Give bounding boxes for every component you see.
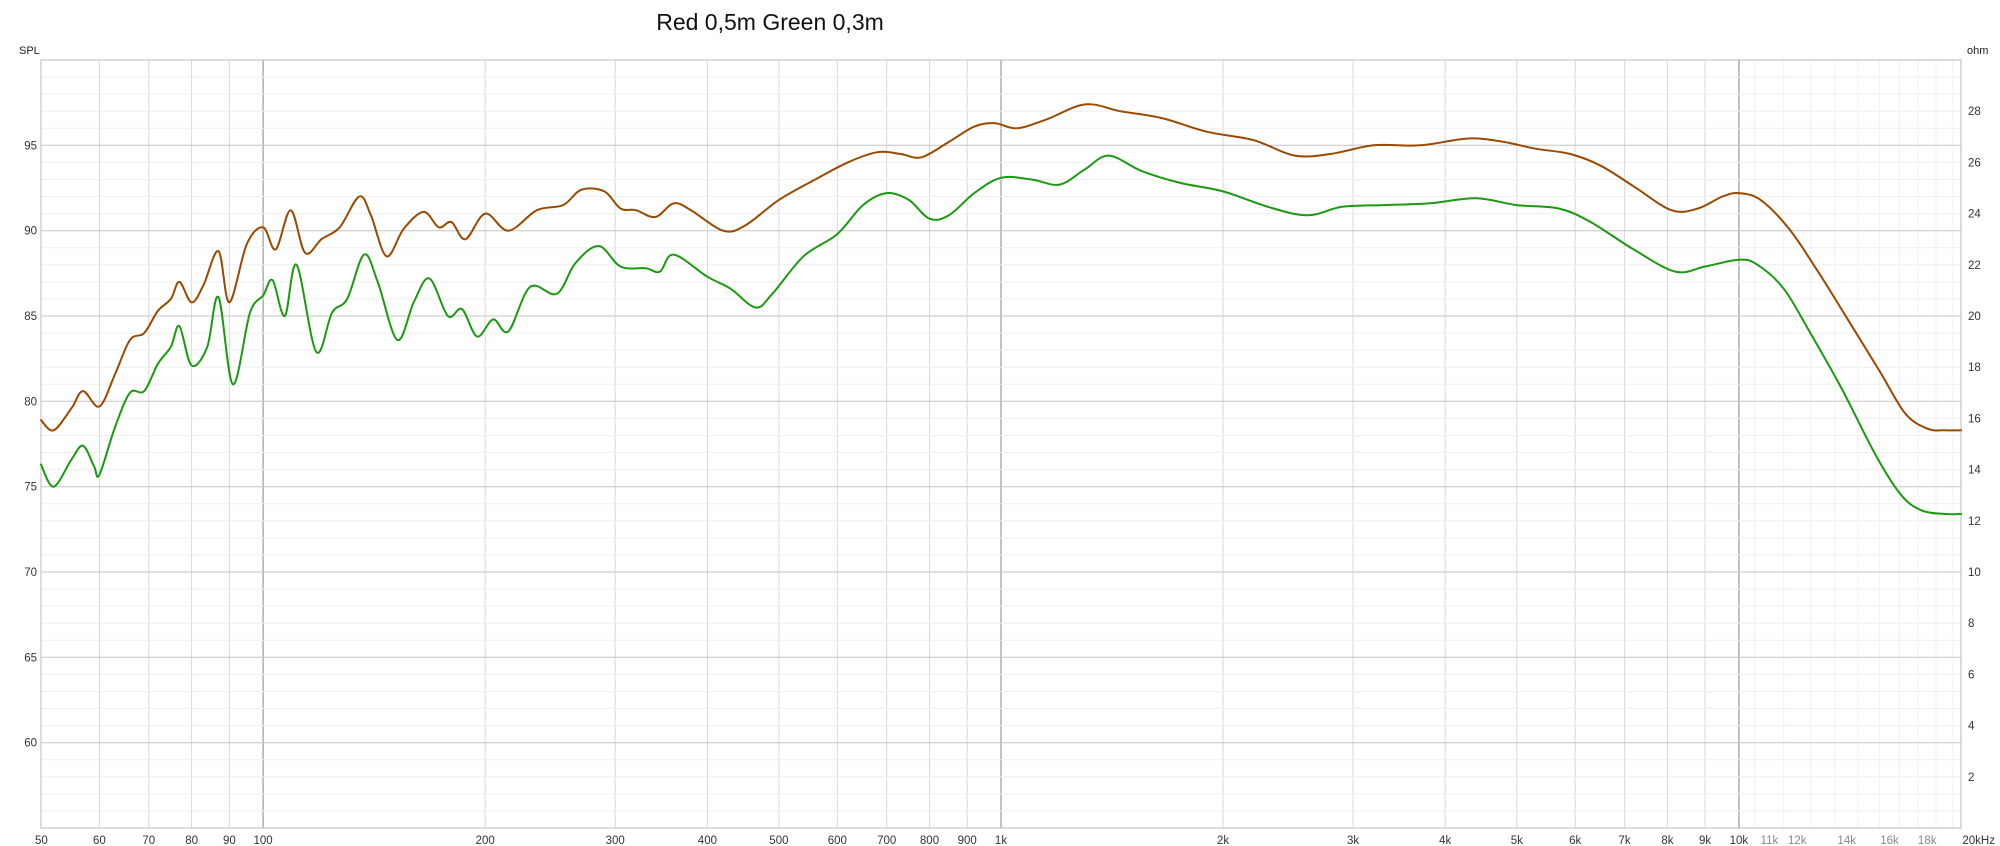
x-tick-label: 2k bbox=[1217, 835, 1229, 846]
y2-tick-label: 18 bbox=[1968, 362, 1981, 374]
y2-tick-label: 16 bbox=[1968, 413, 1981, 425]
y2-tick-label: 22 bbox=[1968, 260, 1981, 272]
grid bbox=[40, 59, 1962, 829]
x-tick-label: 12k bbox=[1788, 835, 1807, 846]
y2-tick-label: 4 bbox=[1968, 721, 1975, 733]
x-tick-label: 7k bbox=[1619, 835, 1631, 846]
y-tick-label: 70 bbox=[24, 567, 37, 579]
x-tick-label: 500 bbox=[769, 835, 788, 846]
series-line-red bbox=[40, 103, 1962, 432]
x-tick-label: 90 bbox=[223, 835, 236, 846]
x-tick-label: 18k bbox=[1918, 835, 1937, 846]
x-tick-label: 900 bbox=[958, 835, 977, 846]
x-tick-label: 800 bbox=[920, 835, 939, 846]
y2-tick-label: 24 bbox=[1968, 209, 1981, 221]
y2-tick-label: 12 bbox=[1968, 516, 1981, 528]
x-tick-label: 70 bbox=[142, 835, 155, 846]
y-axis-label: SPL bbox=[19, 45, 40, 57]
axis-ticks: 6065707580859095246810121416182022242628… bbox=[24, 106, 1995, 846]
x-tick-label: 3k bbox=[1347, 835, 1359, 846]
x-tick-label: 10k bbox=[1730, 835, 1749, 846]
x-tick-label: 11k bbox=[1761, 835, 1779, 846]
x-tick-label: 300 bbox=[606, 835, 625, 846]
y-tick-label: 60 bbox=[24, 738, 37, 750]
y2-axis-label: ohm bbox=[1967, 45, 1988, 57]
x-tick-label: 8k bbox=[1661, 835, 1673, 846]
y2-tick-label: 8 bbox=[1968, 618, 1974, 630]
x-tick-label: 20kHz bbox=[1962, 835, 1995, 846]
y-tick-label: 75 bbox=[24, 482, 37, 494]
x-tick-label: 5k bbox=[1511, 835, 1523, 846]
x-tick-label: 4k bbox=[1439, 835, 1451, 846]
plot-area-frame bbox=[40, 59, 1962, 829]
x-tick-label: 600 bbox=[828, 835, 847, 846]
y2-tick-label: 10 bbox=[1968, 567, 1981, 579]
y2-tick-label: 14 bbox=[1968, 465, 1981, 477]
y-tick-label: 80 bbox=[24, 396, 37, 408]
y2-tick-label: 2 bbox=[1968, 772, 1974, 784]
x-tick-label: 6k bbox=[1569, 835, 1581, 846]
y-tick-label: 95 bbox=[24, 140, 37, 152]
y-tick-label: 90 bbox=[24, 226, 37, 238]
y2-tick-label: 26 bbox=[1968, 157, 1981, 169]
x-tick-label: 700 bbox=[877, 835, 896, 846]
x-tick-label: 16k bbox=[1880, 835, 1899, 846]
x-tick-label: 80 bbox=[185, 835, 198, 846]
y2-tick-label: 28 bbox=[1968, 106, 1981, 118]
x-tick-label: 400 bbox=[698, 835, 717, 846]
x-tick-label: 60 bbox=[93, 835, 106, 846]
x-tick-label: 200 bbox=[476, 835, 495, 846]
x-tick-label: 9k bbox=[1699, 835, 1711, 846]
chart-title: Red 0,5m Green 0,3m bbox=[656, 9, 884, 35]
y-tick-label: 65 bbox=[24, 652, 37, 664]
x-tick-label: 1k bbox=[995, 835, 1007, 846]
x-tick-label: 14k bbox=[1837, 835, 1856, 846]
y2-tick-label: 6 bbox=[1968, 669, 1974, 681]
series-line-green bbox=[40, 154, 1962, 516]
data-series bbox=[40, 103, 1962, 516]
y-tick-label: 85 bbox=[24, 311, 37, 323]
x-tick-label: 100 bbox=[254, 835, 273, 846]
y2-tick-label: 20 bbox=[1968, 311, 1981, 323]
x-tick-label: 50 bbox=[35, 835, 48, 846]
